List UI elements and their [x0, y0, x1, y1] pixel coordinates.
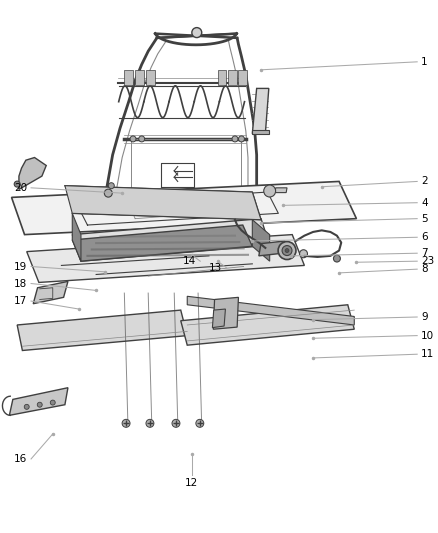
Text: 1: 1: [421, 57, 428, 67]
Text: 2: 2: [421, 176, 428, 187]
Polygon shape: [33, 281, 68, 304]
Polygon shape: [252, 220, 270, 261]
Polygon shape: [65, 185, 261, 220]
Text: 4: 4: [421, 198, 428, 208]
Polygon shape: [135, 70, 144, 85]
Polygon shape: [124, 70, 133, 85]
Polygon shape: [238, 70, 247, 85]
Text: 6: 6: [421, 232, 428, 243]
Polygon shape: [275, 188, 287, 192]
Polygon shape: [17, 310, 187, 351]
Circle shape: [130, 136, 136, 142]
Text: 13: 13: [209, 263, 223, 272]
Polygon shape: [72, 219, 270, 261]
Polygon shape: [212, 309, 226, 328]
Circle shape: [146, 419, 154, 427]
Text: 14: 14: [183, 256, 196, 266]
Text: 7: 7: [421, 248, 428, 258]
Text: 12: 12: [185, 478, 198, 488]
Polygon shape: [9, 387, 68, 415]
Circle shape: [14, 181, 20, 187]
Text: 9: 9: [421, 312, 428, 322]
Polygon shape: [218, 70, 226, 85]
Polygon shape: [187, 296, 354, 325]
Polygon shape: [181, 305, 354, 345]
Circle shape: [24, 405, 29, 409]
Circle shape: [37, 402, 42, 407]
Circle shape: [239, 136, 244, 142]
Circle shape: [108, 183, 114, 189]
Polygon shape: [252, 131, 269, 134]
Text: 18: 18: [14, 279, 27, 288]
Text: 23: 23: [421, 256, 434, 266]
Polygon shape: [229, 70, 237, 85]
Text: 10: 10: [421, 330, 434, 341]
Text: 8: 8: [421, 264, 428, 274]
Text: 19: 19: [14, 262, 27, 271]
Circle shape: [196, 419, 204, 427]
Circle shape: [285, 248, 289, 253]
Text: 17: 17: [14, 296, 27, 306]
Circle shape: [278, 241, 296, 260]
Circle shape: [172, 419, 180, 427]
Circle shape: [104, 189, 112, 197]
Circle shape: [264, 185, 276, 197]
Circle shape: [300, 250, 307, 258]
Circle shape: [232, 136, 238, 142]
Circle shape: [333, 255, 340, 262]
Circle shape: [192, 28, 202, 38]
Polygon shape: [146, 70, 155, 85]
Circle shape: [122, 419, 130, 427]
Text: 16: 16: [14, 454, 27, 464]
Circle shape: [139, 136, 145, 142]
Polygon shape: [19, 158, 46, 189]
Polygon shape: [72, 213, 81, 261]
Polygon shape: [11, 181, 357, 235]
Polygon shape: [27, 235, 304, 282]
Polygon shape: [72, 225, 252, 261]
Polygon shape: [213, 297, 238, 329]
Polygon shape: [252, 88, 269, 134]
Circle shape: [50, 400, 55, 405]
Circle shape: [282, 246, 292, 255]
Text: 20: 20: [14, 183, 27, 193]
Text: 11: 11: [421, 349, 434, 359]
Text: 5: 5: [421, 214, 428, 224]
Polygon shape: [259, 241, 285, 256]
